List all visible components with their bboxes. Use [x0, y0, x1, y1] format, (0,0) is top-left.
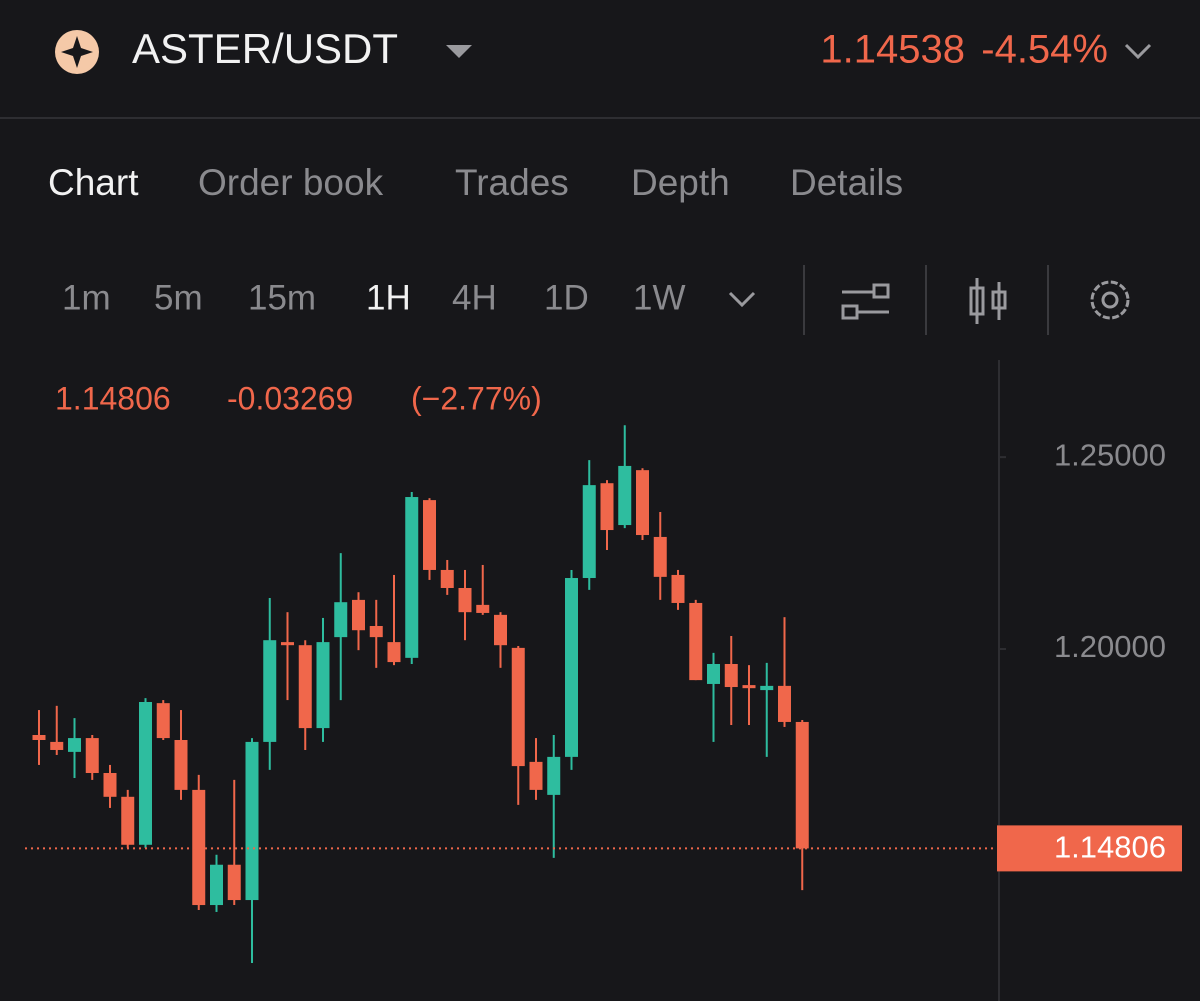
- tab[interactable]: Trades: [455, 162, 569, 203]
- candle-body: [50, 741, 64, 750]
- tab[interactable]: Order book: [198, 162, 384, 203]
- candle-body: [156, 703, 170, 739]
- ohlc-info: (−2.77%): [411, 380, 542, 416]
- timeframe[interactable]: 1H: [366, 278, 411, 317]
- pair-selector[interactable]: ASTER/USDT: [55, 25, 472, 74]
- last-price-tag: [997, 825, 1182, 872]
- timeframe[interactable]: 5m: [154, 278, 203, 317]
- candle-body: [174, 739, 188, 790]
- candle-body: [263, 640, 277, 742]
- candle-body: [440, 569, 454, 588]
- candle-body: [334, 602, 348, 638]
- timeframe[interactable]: 1D: [544, 278, 589, 317]
- timeframe[interactable]: 1W: [633, 278, 686, 317]
- tab[interactable]: Depth: [631, 162, 730, 203]
- candle-body: [85, 738, 99, 774]
- last-price-label: 1.14806: [1054, 830, 1166, 865]
- candle-body: [742, 685, 756, 689]
- candle-body: [369, 625, 383, 638]
- candle-body: [458, 587, 472, 613]
- candle-body: [760, 685, 774, 691]
- candle-body: [245, 741, 259, 901]
- candle-body: [618, 465, 632, 526]
- candle-body: [210, 864, 223, 906]
- indicator-button[interactable]: [841, 283, 890, 320]
- ohlc-info: 1.14806: [55, 380, 171, 416]
- candle-body: [778, 685, 791, 722]
- timeframe[interactable]: 1m: [62, 278, 111, 317]
- last-price: 1.14538: [820, 28, 965, 72]
- candle-body: [707, 663, 720, 684]
- settings-button[interactable]: [1090, 280, 1130, 320]
- candle-body: [423, 500, 436, 570]
- timeframe[interactable]: 15m: [248, 278, 316, 317]
- timeframe-more[interactable]: [728, 291, 756, 308]
- timeframe[interactable]: 4H: [452, 278, 497, 317]
- candle-body: [494, 614, 507, 646]
- candle-body: [511, 647, 525, 767]
- price-change: -4.54%: [981, 28, 1108, 72]
- candle-body: [636, 470, 649, 536]
- ohlc-info: -0.03269: [227, 380, 353, 416]
- price-chevron: [1124, 43, 1152, 60]
- candle-body: [32, 735, 46, 740]
- candle-body: [103, 773, 117, 797]
- candle-body: [565, 578, 578, 757]
- tab[interactable]: Chart: [48, 162, 139, 203]
- candle-body: [671, 574, 685, 603]
- y-tick-label: 1.20000: [1054, 629, 1166, 664]
- candlestick-chart: 1.14806 -0.03269 (−2.77%) 1.25000 1.20000 1.1…: [25, 380, 1182, 964]
- icon-part: [991, 290, 1007, 310]
- timeframes: 1m 5m 15m 1H 4H 1D 1W: [62, 278, 686, 317]
- icon-part: [1101, 291, 1119, 309]
- candle-body: [139, 701, 152, 845]
- chart-type-button[interactable]: [969, 278, 1007, 324]
- candle-body: [529, 761, 543, 790]
- candle-body: [316, 642, 330, 729]
- pair-name: ASTER/USDT: [132, 25, 398, 72]
- icon-part: [872, 283, 890, 299]
- price-summary[interactable]: 1.14538 -4.54%: [820, 28, 1152, 72]
- candle-body: [227, 864, 241, 901]
- candle-body: [352, 599, 365, 631]
- candle-body: [600, 483, 614, 531]
- pair-dropdown: [446, 45, 472, 58]
- icon-part: [1090, 280, 1130, 320]
- candle-body: [68, 738, 81, 752]
- candle-body: [689, 602, 703, 681]
- candle-body: [405, 497, 419, 658]
- candle-body: [476, 604, 490, 613]
- tab[interactable]: Details: [790, 162, 903, 203]
- candle-body: [387, 642, 401, 663]
- candle-body: [724, 663, 738, 688]
- candle-body: [653, 536, 667, 577]
- candle-body: [547, 756, 561, 795]
- token-logo-star: [61, 36, 93, 68]
- candle-body: [121, 796, 135, 845]
- candle-body: [582, 485, 596, 579]
- icon-part: [841, 304, 859, 320]
- candle-body: [192, 789, 206, 906]
- y-tick-label: 1.25000: [1054, 437, 1166, 472]
- icon-part: [969, 286, 985, 316]
- candle-body: [281, 642, 294, 646]
- tabs: Chart Order book Trades Depth Details: [48, 162, 903, 203]
- candle-body: [795, 721, 809, 849]
- candle-body: [298, 645, 312, 729]
